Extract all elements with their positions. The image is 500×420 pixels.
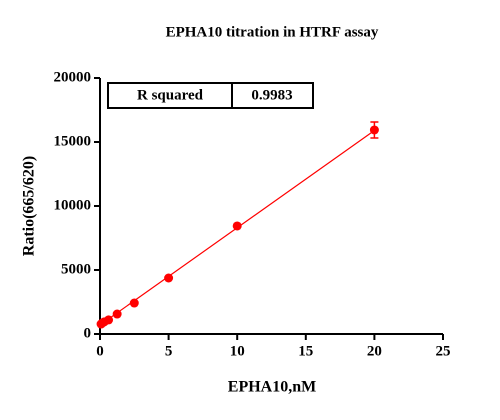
stats-value: 0.9983	[251, 87, 292, 103]
point	[104, 315, 114, 325]
y-tick-label: 5000	[61, 261, 91, 277]
stats-box	[107, 82, 314, 109]
point	[112, 309, 122, 319]
y-tick-label: 15000	[54, 133, 92, 149]
point	[164, 273, 174, 283]
y-tick-label: 0	[84, 325, 92, 341]
y-tick-label: 10000	[54, 197, 92, 213]
chart-title: EPHA10 titration in HTRF assay	[166, 24, 379, 40]
x-tick-label: 25	[436, 343, 451, 359]
x-tick-label: 10	[230, 343, 245, 359]
x-tick-label: 0	[96, 343, 104, 359]
y-axis-label: Ratio(665/620)	[21, 156, 38, 256]
point	[232, 221, 242, 231]
y-tick-label: 20000	[54, 69, 92, 85]
stats-label: R squared	[137, 87, 204, 103]
x-tick-label: 15	[298, 343, 313, 359]
point	[129, 298, 139, 308]
x-axis-label: EPHA10,nM	[228, 379, 316, 396]
x-tick-label: 5	[165, 343, 173, 359]
x-tick-label: 20	[367, 343, 382, 359]
point	[369, 125, 379, 135]
